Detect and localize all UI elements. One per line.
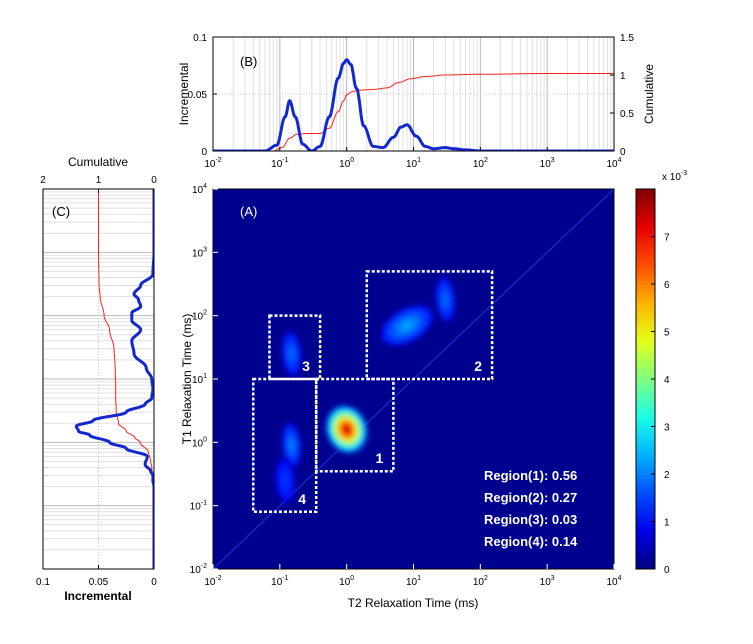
peak-contour [444,296,447,303]
bottom-tick-label: 0.05 [89,577,109,588]
colorbar-tick-label: 5 [664,328,670,339]
left-tick-label: 0.05 [188,90,208,101]
y-tick-label: 104 [192,183,207,196]
peak-contour [283,477,287,484]
region-box-label-4: 4 [298,491,306,507]
left-tick-label: 0 [201,147,207,158]
y-tick-label: 101 [192,373,207,386]
y-tick-label: 103 [192,246,207,259]
panel-a-tag: (A) [240,204,257,219]
panel-c-tag: (C) [52,204,70,219]
panel-a-region-boxes: 1 2 3 4 [251,270,494,514]
colorbar-label: x 10-3 [662,170,687,183]
peak-2 [282,423,301,468]
x-tick-label: 102 [473,575,488,588]
colorbar-tick-label: 1 [664,518,670,529]
x-tick-label: 101 [406,157,421,170]
x-tick-label: 10-2 [204,575,221,588]
peak-contour [403,323,411,328]
peak-4 [381,305,433,346]
x-tick-label: 100 [339,575,354,588]
panel-b-x-ticks: 10-2 10-1 100 101 102 103 104 [204,147,622,170]
peak-1 [326,405,368,453]
x-tick-label: 101 [406,575,421,588]
x-tick-label: 102 [473,157,488,170]
region-box-label-3: 3 [302,358,310,374]
peak-contour [290,442,293,448]
panel-a-ylabel: T1 Relaxation Time (ms) [180,314,194,445]
bottom-tick-label: 0 [151,577,157,588]
panel-c-xlabel-top: Cumulative [68,155,128,169]
x-tick-label: 10-2 [204,157,221,170]
panel-b-left-ticks: 0 0.05 0.1 [188,33,217,158]
panel-b-ylabel-right: Cumulative [642,64,656,124]
panel-b-series-cumulative [213,73,614,151]
bottom-tick-label: 0.1 [36,577,50,588]
colorbar-tick-label: 7 [664,233,670,244]
colorbar-tick-label: 3 [664,423,670,434]
panel-b: 00.050.1 00.511.5 10-2 10-1 100 101 102 103 10… [177,33,656,170]
region-box-2 [365,270,494,381]
x-tick-label: 104 [606,575,621,588]
y-tick-label: 102 [192,310,207,323]
peak-6 [275,458,295,503]
x-tick-label: 104 [606,157,621,170]
panel-c-series-incremental [74,189,154,569]
x-tick-label: 10-1 [271,575,288,588]
panel-a-x-ticks: 10-2 10-1 100 101 102 103 104 [204,564,622,588]
y-tick-label: 100 [192,436,207,449]
right-tick-label: 1.5 [620,33,634,44]
top-tick-label: 0 [151,175,157,186]
colorbar-tick-label: 2 [664,470,670,481]
panel-b-right-ticks: 0 0.5 1 1.5 [610,33,634,158]
right-tick-label: 0.5 [620,109,634,120]
panel-a: 1 2 3 4 10-2 10-1 100 101 102 103 104 10-2 10-1 100… [180,183,622,610]
top-tick-label: 1 [96,175,102,186]
colorbar: 0 1 2 3 4 5 6 7 x 10-3 [635,170,687,576]
right-tick-label: 1 [620,71,626,82]
panel-c-top-ticks: 2 1 0 [40,175,157,193]
region-box-3 [268,314,322,381]
region-box-label-1: 1 [375,450,383,466]
region-summary-4: Region(4): 0.14 [484,534,578,549]
panel-c-xlabel-bottom: Incremental [64,589,131,603]
panel-a-peaks [275,277,455,503]
y-tick-label: 10-2 [190,563,207,576]
panel-b-ylabel-left: Incremental [177,63,191,126]
colorbar-tick-label: 6 [664,280,670,291]
peak-3 [282,331,301,376]
panel-a-y-ticks: 10-2 10-1 100 101 102 103 104 [190,183,218,576]
panel-c-bottom-ticks: 0.1 0.05 0 [36,565,157,588]
left-tick-label: 0.1 [193,33,207,44]
panel-b-tag: (B) [240,54,257,69]
top-tick-label: 2 [40,175,46,186]
panel-c: 2 1 0 0.1 0.05 0 (C) Cumulative Incremental [36,155,157,603]
x-tick-label: 103 [540,157,555,170]
colorbar-tick-label: 4 [664,375,670,386]
peak-contour [290,351,293,357]
region-box-label-2: 2 [474,358,482,374]
panel-b-series-incremental [213,58,614,151]
x-tick-label: 10-1 [271,157,288,170]
right-tick-label: 0 [620,147,626,158]
x-tick-label: 103 [540,575,555,588]
region-box-4 [251,377,318,514]
peak-5 [436,277,455,322]
y-tick-label: 10-1 [190,500,207,513]
colorbar-tick-label: 0 [664,565,670,576]
peak-contour [344,426,350,433]
region-box-1 [314,377,395,473]
colorbar-ticks: 0 1 2 3 4 5 6 7 [651,233,670,576]
region-summary-2: Region(2): 0.27 [484,490,577,505]
panel-a-region-summary: Region(1): 0.56 Region(2): 0.27 Region(3… [484,468,578,549]
panel-a-xlabel: T2 Relaxation Time (ms) [348,596,479,610]
region-summary-3: Region(3): 0.03 [484,512,577,527]
x-tick-label: 100 [339,157,354,170]
region-summary-1: Region(1): 0.56 [484,468,577,483]
panel-c-series-cumulative [98,189,154,569]
